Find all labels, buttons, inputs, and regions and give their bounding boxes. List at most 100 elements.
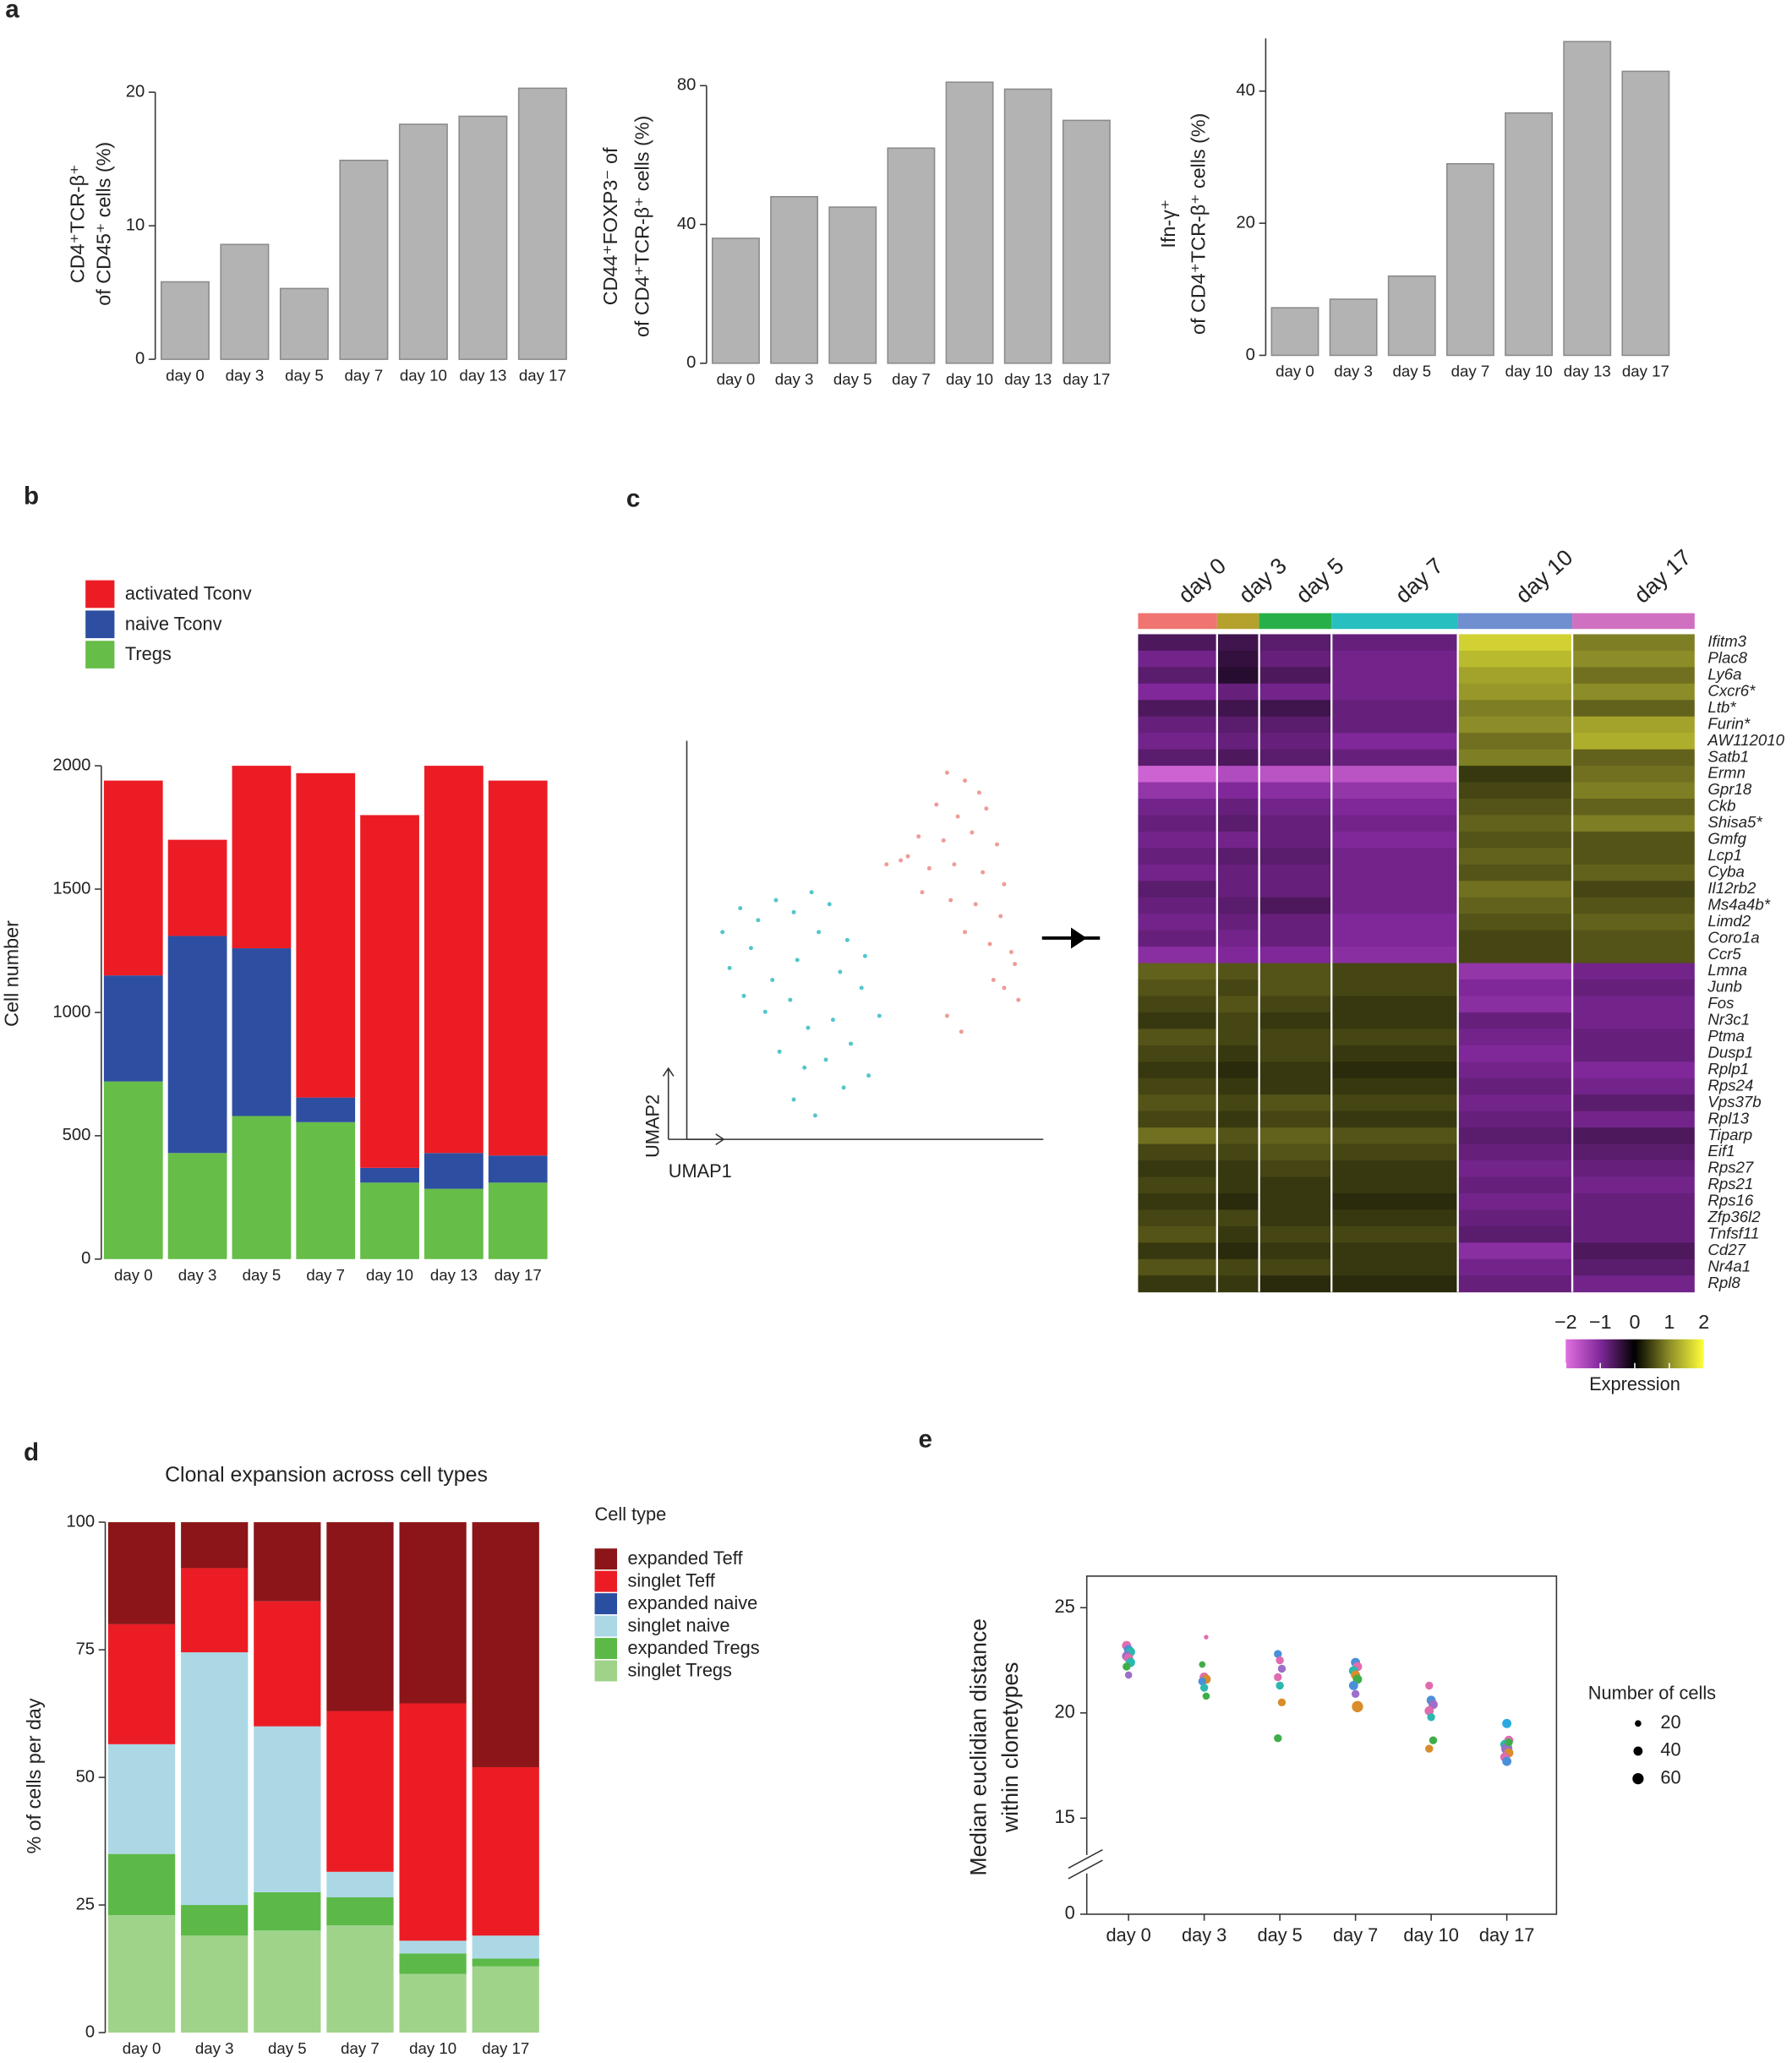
column-band <box>1138 613 1217 630</box>
x-tick-label: day 0 <box>166 366 205 384</box>
bar <box>398 123 448 360</box>
row-label: Ms4a4b* <box>1707 895 1770 913</box>
heat-cell <box>1457 1094 1573 1112</box>
bar <box>1445 163 1494 357</box>
bar-segment <box>103 780 163 976</box>
bar <box>887 147 936 364</box>
heat-cell <box>1572 897 1695 914</box>
bar <box>517 87 567 360</box>
bar-segment <box>488 780 548 1156</box>
bar-segment <box>167 839 227 936</box>
y-tick-label: 0 <box>1065 1902 1075 1924</box>
heat-cell <box>1331 864 1458 881</box>
heat-cell <box>1138 634 1217 652</box>
point <box>1348 1680 1358 1690</box>
heat-cell <box>1331 996 1458 1013</box>
heat-cell <box>1572 1176 1695 1194</box>
heat-cell <box>1138 1143 1217 1161</box>
point <box>877 1013 882 1018</box>
heat-cell <box>1138 700 1217 718</box>
column-label: day 7 <box>1390 553 1448 609</box>
point <box>905 854 910 859</box>
heat-cell <box>1138 1094 1217 1112</box>
heat-cell <box>1259 848 1332 865</box>
point <box>791 909 796 914</box>
row-label: Rps16 <box>1707 1192 1754 1209</box>
heat-cell <box>1572 1209 1695 1227</box>
panel-label: d <box>24 1438 39 1466</box>
bar-segment <box>296 1122 356 1259</box>
column-label: day 0 <box>1173 553 1231 609</box>
heat-cell <box>1138 1078 1217 1095</box>
row-label: Ltb* <box>1707 698 1736 716</box>
x-tick-label: day 13 <box>1564 363 1611 380</box>
y-tick-label: 500 <box>63 1126 91 1144</box>
bar <box>1621 70 1670 357</box>
point <box>809 890 814 895</box>
heat-cell <box>1138 815 1217 832</box>
heat-cell <box>1138 749 1217 767</box>
heat-cell <box>1331 1143 1458 1161</box>
x-tick-label: day 13 <box>459 366 506 384</box>
heat-cell <box>1216 996 1259 1013</box>
heat-cell <box>1216 700 1259 718</box>
x-tick-label: day 7 <box>1333 1924 1378 1946</box>
point <box>970 830 975 835</box>
x-tick-label: day 7 <box>1451 363 1490 380</box>
point <box>1274 1733 1282 1743</box>
heat-cell <box>1259 1258 1332 1276</box>
row-label: Rps27 <box>1707 1159 1754 1176</box>
heat-cell <box>1331 749 1458 767</box>
point <box>1427 1713 1435 1722</box>
heat-cell <box>1138 1111 1217 1128</box>
bar <box>1003 88 1052 364</box>
heat-cell <box>1216 1143 1259 1161</box>
bar-segment <box>181 1652 249 1906</box>
heat-cell <box>1331 716 1458 734</box>
heat-cell <box>1259 1111 1332 1128</box>
column-band <box>1457 613 1573 630</box>
x-tick-label: day 0 <box>1106 1924 1150 1946</box>
x-tick-label: day 17 <box>1479 1924 1534 1946</box>
colorbar-label: Expression <box>1589 1373 1680 1394</box>
y-tick-label: 0 <box>85 2022 95 2041</box>
bar-segment <box>254 1601 321 1727</box>
point <box>1351 1689 1360 1699</box>
heat-cell <box>1457 1193 1573 1210</box>
bar-segment <box>399 1953 467 1974</box>
heat-cell <box>1216 1127 1259 1145</box>
point <box>727 965 732 970</box>
heat-cell <box>1331 897 1458 914</box>
heat-cell <box>1331 930 1458 947</box>
legend-label: expanded naive <box>627 1592 757 1613</box>
axis-arrow <box>662 1067 725 1146</box>
heat-cell <box>1259 766 1332 783</box>
row-label: Fos <box>1707 994 1734 1012</box>
heat-cell <box>1457 1225 1573 1243</box>
row-label: AW112010 <box>1707 731 1784 749</box>
heat-cell <box>1216 1275 1259 1293</box>
heat-cell <box>1259 1062 1332 1079</box>
point <box>795 958 800 963</box>
row-label: Lmna <box>1707 961 1747 979</box>
heat-cell <box>1572 1078 1695 1095</box>
point <box>830 1018 835 1023</box>
heat-cell <box>1457 634 1573 652</box>
point <box>934 802 939 807</box>
point <box>1016 997 1021 1002</box>
point <box>1502 1718 1512 1728</box>
heat-cell <box>1259 1078 1332 1095</box>
heat-cell <box>1259 1143 1332 1161</box>
bar-segment <box>232 766 292 949</box>
heat-cell <box>1331 1242 1458 1260</box>
x-tick-label: day 0 <box>114 1266 153 1284</box>
heat-cell <box>1331 1012 1458 1029</box>
bar-segment <box>326 1522 394 1711</box>
bar-segment <box>107 1522 176 1624</box>
heat-cell <box>1216 1176 1259 1194</box>
legend-label: singlet Teff <box>627 1570 715 1591</box>
point <box>862 953 867 958</box>
heat-cell <box>1572 634 1695 652</box>
bar-segment <box>107 1744 176 1854</box>
heat-cell <box>1457 716 1573 734</box>
